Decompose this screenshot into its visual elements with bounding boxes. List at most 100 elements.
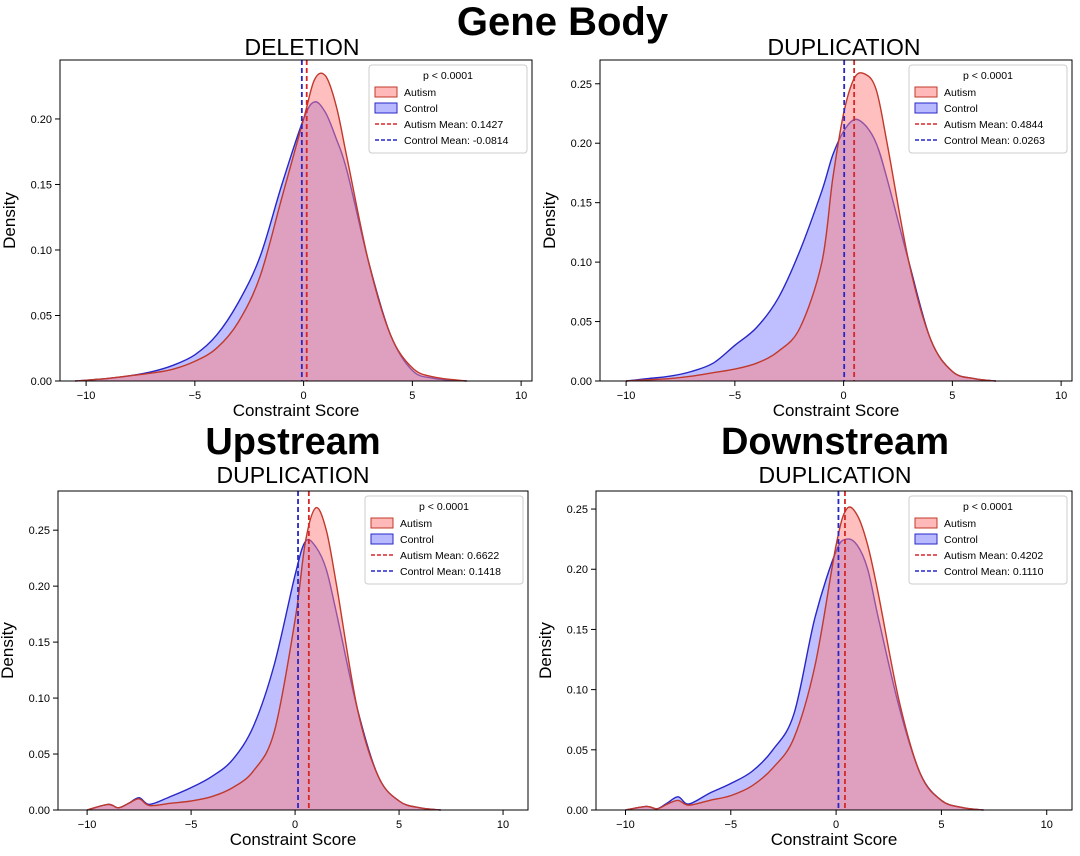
legend-control-mean-label: Control Mean: 0.0263 <box>944 135 1045 147</box>
legend: p < 0.0001 Autism Control Autism Mean: 0.48… <box>908 64 1068 154</box>
autism-density-line <box>625 506 984 811</box>
chart-panel-gene-body-duplication: −10 −5 0 5 10 0.00 0.05 0.10 0.15 0.20 0.25 Constra… <box>540 59 1073 420</box>
x-tick-label: 5 <box>396 819 402 831</box>
legend-control-swatch <box>914 102 938 114</box>
legend-autism-mean-label: Autism Mean: 0.4202 <box>944 550 1043 562</box>
autism-density-area <box>87 507 441 810</box>
x-tick-label: 10 <box>1041 819 1053 831</box>
chart-panel-upstream-duplication: −10 −5 0 5 10 0.00 0.05 0.10 0.15 0.20 0.25 Constra… <box>0 490 529 849</box>
chart-panel-gene-body-deletion: −10 −5 0 5 10 0.00 0.05 0.10 0.15 0.20 Constraint … <box>0 59 533 420</box>
y-tick-label: 0.15 <box>29 637 50 649</box>
figure-title: Gene Body <box>456 0 669 44</box>
y-tick-label: 0.00 <box>571 376 592 388</box>
legend-title-p-value: p < 0.0001 <box>419 501 469 513</box>
y-tick-label: 0.20 <box>31 114 52 126</box>
panel-1-subtitle: DUPLICATION <box>767 34 921 60</box>
x-axis-label: Constraint Score <box>230 830 357 849</box>
legend-autism-swatch <box>374 86 398 98</box>
y-tick-label: 0.00 <box>567 805 588 817</box>
y-tick-label: 0.15 <box>567 624 588 636</box>
panel-0-subtitle: DELETION <box>244 34 360 60</box>
y-tick-label: 0.05 <box>567 745 588 757</box>
panel-2-subtitle: DUPLICATION <box>216 462 370 488</box>
y-tick-label: 0.10 <box>567 685 588 697</box>
legend: p < 0.0001 Autism Control Autism Mean: 0.66… <box>364 495 524 585</box>
legend-control-mean-label: Control Mean: -0.0814 <box>404 135 509 147</box>
legend-title-p-value: p < 0.0001 <box>423 70 473 82</box>
chart-panel-downstream-duplication: −10 −5 0 5 10 0.00 0.05 0.10 0.15 0.20 0.25 Constra… <box>536 490 1073 849</box>
legend-title-p-value: p < 0.0001 <box>963 501 1013 513</box>
y-tick-label: 0.05 <box>571 317 592 329</box>
legend-box <box>368 64 528 154</box>
y-axis-label: Density <box>0 622 17 679</box>
legend: p < 0.0001 Autism Control Autism Mean: 0.42… <box>908 495 1068 585</box>
x-tick-label: 5 <box>409 390 415 402</box>
legend-box <box>908 495 1068 585</box>
x-tick-label: −10 <box>616 819 635 831</box>
x-tick-label: 5 <box>949 390 955 402</box>
autism-density-line <box>86 506 441 811</box>
legend-control-swatch <box>374 102 398 114</box>
y-tick-label: 0.15 <box>31 179 52 191</box>
y-axis-label: Density <box>536 622 555 679</box>
x-tick-label: −5 <box>729 390 742 402</box>
x-axis-label: Constraint Score <box>771 830 898 849</box>
x-tick-label: −10 <box>617 390 636 402</box>
legend-autism-mean-label: Autism Mean: 0.6622 <box>400 550 499 562</box>
legend-box <box>364 495 524 585</box>
x-tick-label: −10 <box>77 390 96 402</box>
y-tick-label: 0.20 <box>29 581 50 593</box>
y-tick-label: 0.05 <box>31 310 52 322</box>
y-tick-label: 0.00 <box>31 376 52 388</box>
x-tick-label: 0 <box>841 390 847 402</box>
autism-density-area <box>625 507 984 810</box>
y-tick-label: 0.00 <box>29 805 50 817</box>
autism-density-area <box>75 73 467 382</box>
legend-box <box>908 64 1068 154</box>
x-axis-label: Constraint Score <box>233 401 360 420</box>
y-tick-label: 0.15 <box>571 198 592 210</box>
legend-autism-label: Autism <box>944 87 976 99</box>
y-tick-label: 0.25 <box>571 79 592 91</box>
legend-autism-label: Autism <box>944 518 976 530</box>
legend-control-label: Control <box>400 534 434 546</box>
x-tick-label: 5 <box>938 819 944 831</box>
panel-3-subtitle: DUPLICATION <box>758 462 912 488</box>
plot-frame <box>595 490 1073 811</box>
legend-autism-label: Autism <box>400 518 432 530</box>
y-tick-label: 0.25 <box>29 525 50 537</box>
legend-autism-swatch <box>370 517 394 529</box>
x-tick-label: 10 <box>515 390 527 402</box>
autism-density-line <box>75 72 467 382</box>
legend-autism-mean-label: Autism Mean: 0.1427 <box>404 119 503 131</box>
y-axis-label: Density <box>540 192 559 249</box>
plot-frame <box>59 59 533 382</box>
legend-autism-swatch <box>914 86 938 98</box>
legend-control-swatch <box>370 533 394 545</box>
autism-density-area <box>626 72 996 381</box>
y-tick-label: 0.05 <box>29 749 50 761</box>
plot-frame <box>599 59 1073 382</box>
legend-control-label: Control <box>944 103 978 115</box>
x-tick-label: 0 <box>833 819 839 831</box>
legend-autism-label: Autism <box>404 87 436 99</box>
x-tick-label: −5 <box>185 819 198 831</box>
y-tick-label: 0.20 <box>571 138 592 150</box>
legend-control-mean-label: Control Mean: 0.1110 <box>944 566 1044 578</box>
x-axis-label: Constraint Score <box>773 401 900 420</box>
legend: p < 0.0001 Autism Control Autism Mean: 0.14… <box>368 64 528 154</box>
panel-2-section-title: Upstream <box>205 421 381 463</box>
x-tick-label: −10 <box>78 819 97 831</box>
y-axis-label: Density <box>0 192 19 249</box>
x-tick-label: 0 <box>301 390 307 402</box>
y-tick-label: 0.10 <box>571 257 592 269</box>
x-tick-label: 10 <box>1055 390 1067 402</box>
y-tick-label: 0.20 <box>567 564 588 576</box>
x-tick-label: 10 <box>497 819 509 831</box>
legend-control-mean-label: Control Mean: 0.1418 <box>400 566 501 578</box>
legend-autism-mean-label: Autism Mean: 0.4844 <box>944 119 1043 131</box>
y-tick-label: 0.10 <box>29 693 50 705</box>
x-tick-label: 0 <box>292 819 298 831</box>
legend-autism-swatch <box>914 517 938 529</box>
legend-title-p-value: p < 0.0001 <box>963 70 1013 82</box>
